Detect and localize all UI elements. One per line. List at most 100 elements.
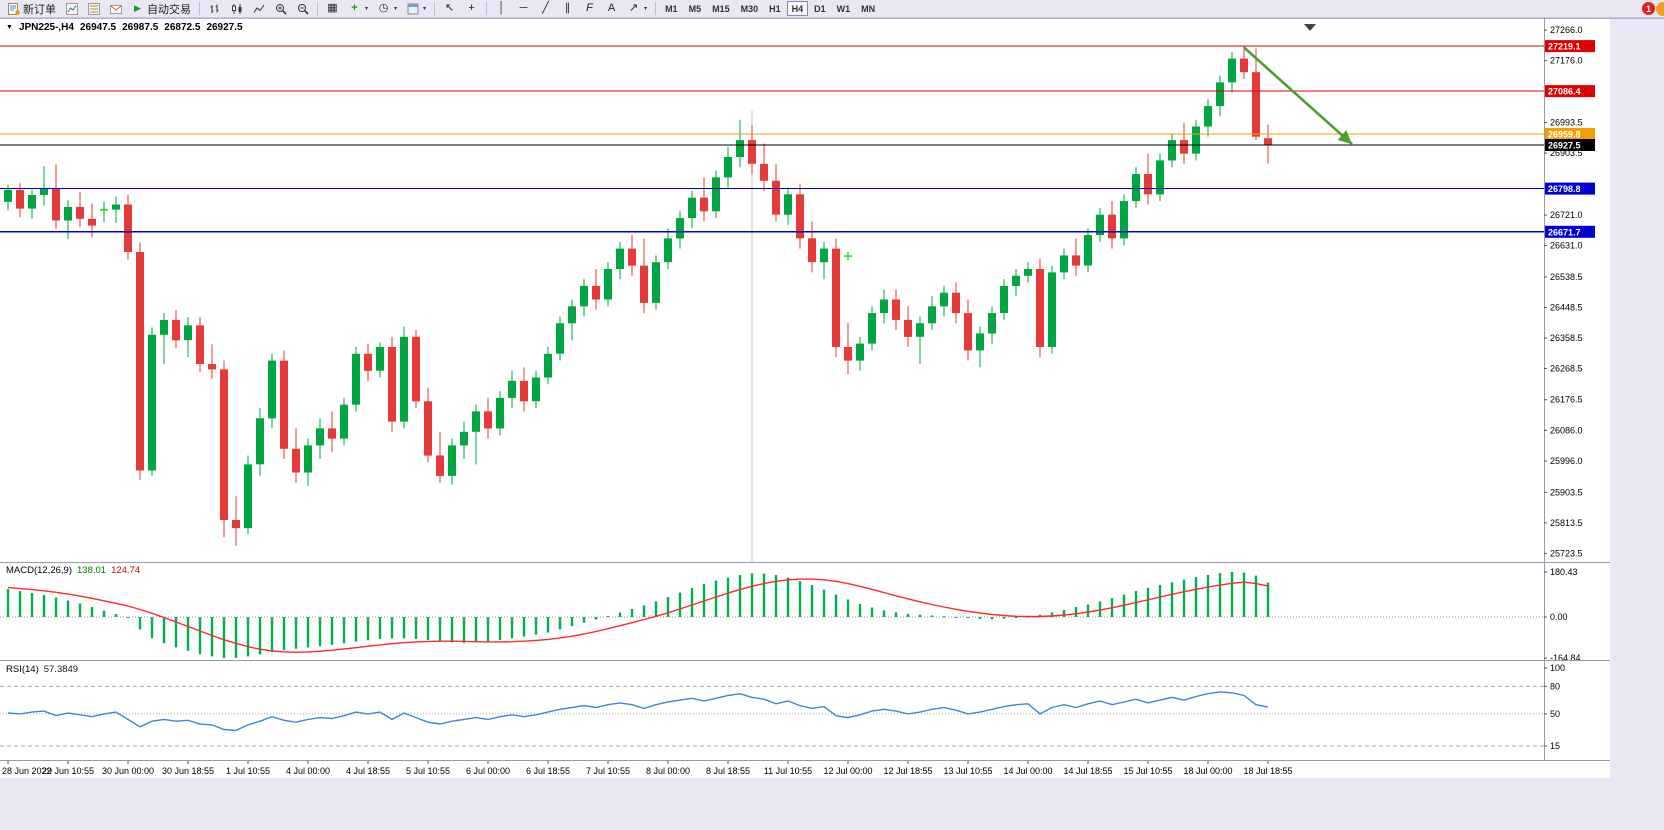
top-toolbar: 新订单 ▶ 自动交易 [0, 0, 1664, 18]
time-axis-label: 29 Jun 10:55 [42, 766, 94, 776]
new-order-label: 新订单 [23, 3, 56, 16]
crosshair-icon: + [468, 2, 475, 14]
candle-up [940, 292, 948, 307]
candle-up [532, 377, 540, 402]
trend-arrow-line[interactable] [1243, 46, 1353, 146]
horizontal-line-tool-button[interactable]: ─ [513, 1, 534, 17]
candle-down [208, 364, 216, 370]
candle-up [40, 188, 48, 195]
tf-button-m1[interactable]: M1 [660, 1, 683, 16]
crosshair-tool-button[interactable]: + [461, 1, 482, 17]
auto-trading-button[interactable]: ▶ 自动交易 [127, 1, 195, 17]
macd-axis-label: 180.43 [1550, 567, 1578, 577]
new-order-button[interactable]: 新订单 [3, 1, 60, 17]
candle-up [1000, 285, 1008, 313]
time-axis-label: 12 Jul 00:00 [823, 766, 872, 776]
caret-down-icon: ▾ [644, 6, 648, 12]
line-chart-button[interactable] [248, 1, 269, 17]
candle-up [148, 334, 156, 471]
trendline-tool-button[interactable]: ╱ [535, 1, 556, 17]
candle-down [952, 292, 960, 314]
toolbar-separator [317, 2, 318, 15]
candle-up [1084, 235, 1092, 266]
price-axis-label: 26268.5 [1550, 364, 1583, 374]
market-watch-button[interactable] [83, 1, 104, 17]
fibonacci-tool-button[interactable]: F [579, 1, 600, 17]
cursor-icon: ↖ [444, 2, 455, 14]
rsi-value: 57.3849 [43, 664, 79, 675]
terminal-icon [109, 2, 122, 15]
candles-chart-icon [230, 2, 243, 15]
candle-down [1252, 72, 1260, 137]
channel-tool-button[interactable]: ∥ [557, 1, 578, 17]
zoom-in-button[interactable] [270, 1, 291, 17]
candle-up [1216, 82, 1224, 107]
chart-title: ▼ JPN225-,H4 26947.5 26987.5 26872.5 269… [6, 22, 243, 33]
tf-button-m30[interactable]: M30 [736, 1, 764, 16]
price-axis-label: 26358.5 [1550, 333, 1583, 343]
chart-shift-marker[interactable] [1304, 24, 1316, 31]
candle-up [1132, 174, 1140, 202]
candle-up [976, 333, 984, 351]
vertical-line-tool-button[interactable]: │ [491, 1, 512, 17]
candle-up [568, 306, 576, 324]
bars-chart-button[interactable] [204, 1, 225, 17]
tf-button-m15[interactable]: M15 [707, 1, 735, 16]
collapse-toggle-icon[interactable]: ▼ [6, 24, 13, 31]
tf-button-mn[interactable]: MN [856, 1, 880, 16]
time-axis-label: 6 Jul 00:00 [466, 766, 510, 776]
toolbar-separator [486, 2, 488, 15]
candle-down [628, 248, 636, 266]
time-axis-label: 30 Jun 00:00 [102, 766, 154, 776]
candle-down [364, 353, 372, 371]
rsi-line [7, 691, 1269, 732]
tf-button-w1[interactable]: W1 [832, 1, 856, 16]
indicators-button[interactable]: + ▾ [344, 1, 372, 17]
tf-button-m5[interactable]: M5 [684, 1, 707, 16]
chart-workspace: 27266.0 27176.0 26993.5 26903.5 26721.0 26631… [0, 18, 1664, 778]
time-axis-label: 14 Jul 18:55 [1063, 766, 1112, 776]
secondary-badge[interactable] [1656, 1, 1664, 16]
templates-icon [406, 2, 419, 15]
tf-button-h4[interactable]: H4 [786, 1, 809, 16]
tf-button-d1[interactable]: D1 [809, 1, 831, 16]
caret-down-icon: ▾ [394, 6, 398, 12]
text-tool-button[interactable]: A [601, 1, 622, 17]
notification-badge[interactable]: 1 [1642, 2, 1655, 15]
tf-button-h1[interactable]: H1 [764, 1, 786, 16]
arrows-tool-button[interactable]: ↗ ▾ [623, 1, 651, 17]
price-axis-label: 26176.5 [1550, 395, 1583, 405]
time-axis-label: 30 Jun 18:55 [162, 766, 214, 776]
trend-arrow-head [1337, 130, 1352, 145]
cross-marker[interactable] [100, 205, 108, 214]
time-axis-label: 1 Jul 10:55 [226, 766, 270, 776]
candle-down [892, 299, 900, 320]
zoom-out-button[interactable] [292, 1, 313, 17]
candle-up [676, 218, 684, 239]
time-axis[interactable] [0, 761, 1610, 778]
terminal-button[interactable] [105, 1, 126, 17]
candle-down [424, 401, 432, 456]
candle-up [1204, 106, 1212, 127]
price-axis-label: 27266.0 [1550, 25, 1583, 35]
indicators-icon: + [351, 2, 358, 14]
play-icon: ▶ [134, 3, 141, 13]
price-level-badge [1545, 85, 1595, 98]
price-level-badge-label: 26927.5 [1548, 140, 1581, 150]
cursor-tool-button[interactable]: ↖ [439, 1, 460, 17]
chart-area[interactable]: 27266.0 27176.0 26993.5 26903.5 26721.0 26631… [0, 18, 1664, 778]
cross-marker[interactable] [844, 252, 852, 261]
candles-chart-button[interactable] [226, 1, 247, 17]
time-axis-label: 13 Jul 10:55 [943, 766, 992, 776]
tile-windows-button[interactable]: ▦ [322, 1, 343, 17]
candle-down [1264, 138, 1272, 145]
templates-button[interactable]: ▾ [402, 1, 430, 17]
price-axis-label: 26448.5 [1550, 302, 1583, 312]
candle-down [748, 140, 756, 164]
candle-down [76, 206, 84, 219]
clock-icon: ◷ [378, 2, 389, 14]
candle-down [772, 180, 780, 215]
periods-button[interactable]: ◷ ▾ [373, 1, 401, 17]
chart-panels-bg[interactable] [0, 18, 1610, 778]
chart-window-button[interactable] [61, 1, 82, 17]
